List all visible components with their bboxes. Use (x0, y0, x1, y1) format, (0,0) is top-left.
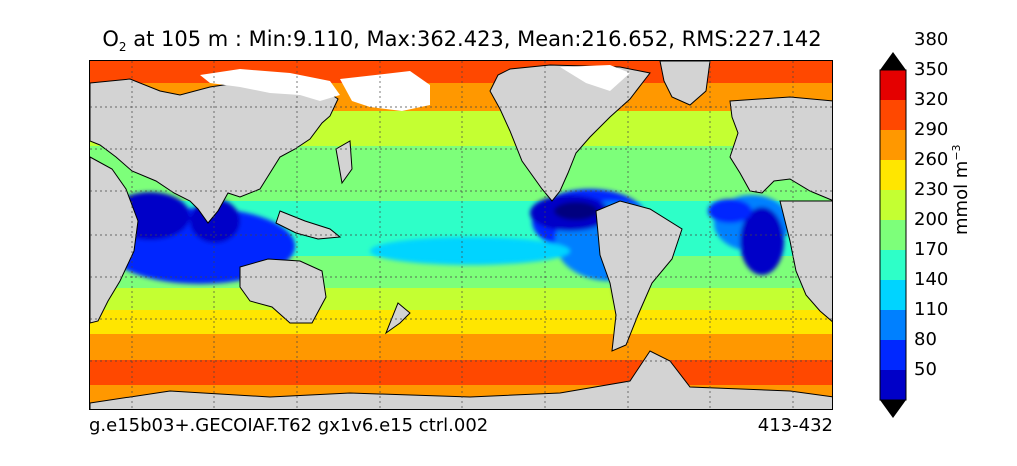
colorbar-segment (880, 250, 906, 281)
colorbar-tick-label: 320 (914, 89, 949, 110)
colorbar-segment (880, 310, 906, 341)
colorbar-tick-label: 170 (914, 239, 949, 260)
colorbar-tick-label: 260 (914, 149, 949, 170)
ice-arctic-west (340, 71, 430, 111)
band-polar-north (90, 61, 832, 83)
graticule (90, 61, 832, 409)
unit-exponent: −3 (950, 144, 963, 161)
ice-canadian-archipelago (560, 65, 630, 91)
land-africa-east (90, 156, 139, 324)
title-species-subscript: 2 (118, 40, 127, 55)
colorbar-tick-label: 140 (914, 269, 949, 290)
land-indonesia (275, 210, 342, 240)
title-species: O (102, 27, 119, 51)
colorbar-unit-label: mmol m−3 (950, 144, 972, 235)
omz-tropical-atlantic (708, 199, 752, 223)
land-north-america (489, 64, 651, 202)
unit-main: mmol m (951, 160, 972, 235)
land-antarctica (90, 350, 832, 409)
tongue-south-pacific (370, 237, 570, 265)
colorbar-tick-label: 110 (914, 299, 949, 320)
colorbar-tick-label: 350 (914, 59, 949, 80)
figure-title: O2 at 105 m : Min:9.110, Max:362.423, Me… (0, 27, 924, 54)
land-japan (335, 140, 353, 185)
land-south-america (595, 200, 683, 352)
colorbar-segment (880, 370, 906, 401)
colorbar (879, 52, 907, 418)
colorbar-tick-label: 230 (914, 179, 949, 200)
omz-benguela (740, 207, 784, 275)
years-label: 413-432 (757, 415, 833, 436)
colorbar-segment (880, 190, 906, 221)
land-australia (239, 258, 327, 324)
colorbar-segment (880, 100, 906, 131)
ocean-oxygen-map (89, 60, 833, 410)
colorbar-frame (879, 69, 907, 401)
land-greenland (659, 61, 711, 106)
colorbar-segment (880, 160, 906, 191)
colorbar-tick-label: 380 (914, 29, 949, 50)
colorbar-tick-label: 80 (914, 329, 937, 350)
ice-arctic-east (200, 69, 340, 101)
colorbar-tick-label: 200 (914, 209, 949, 230)
title-stats: at 105 m : Min:9.110, Max:362.423, Mean:… (126, 27, 822, 51)
land-new-zealand (384, 302, 411, 335)
colorbar-segment (880, 280, 906, 311)
omz-east-pacific-min (554, 202, 598, 220)
band-subantarctic (90, 334, 832, 360)
land-europe-west-africa (729, 96, 832, 201)
sea-ice (200, 65, 630, 111)
colorbar-extend-max (880, 52, 906, 70)
map-canvas (90, 61, 832, 409)
colorbar-segment (880, 340, 906, 371)
run-name-label: g.e15b03+.GECOIAF.T62 gx1v6.e15 ctrl.002 (89, 415, 489, 436)
colorbar-tick-label: 50 (914, 359, 937, 380)
band-south-mid (90, 288, 832, 310)
band-southern-ocean (90, 360, 832, 385)
colorbar-tick-label: 290 (914, 119, 949, 140)
colorbar-segment (880, 220, 906, 251)
colorbar-extend-min (880, 400, 906, 418)
band-south-temperate (90, 310, 832, 334)
colorbar-segment (880, 70, 906, 101)
colorbar-segment (880, 130, 906, 161)
